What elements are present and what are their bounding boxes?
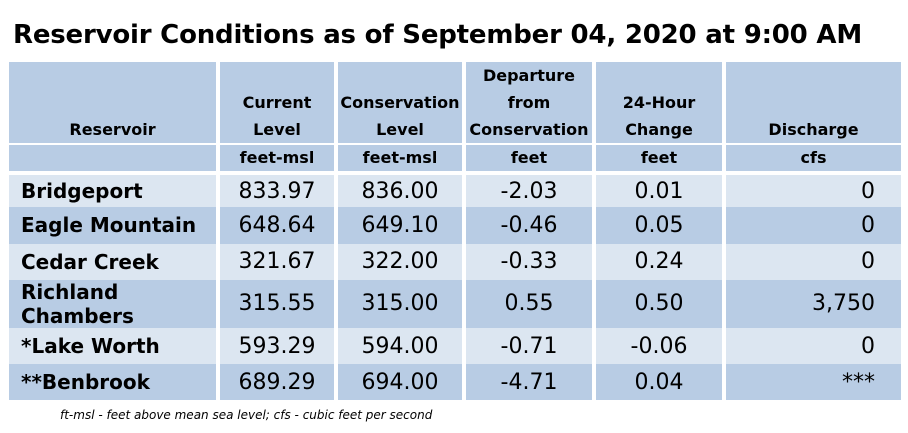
cell-discharge: 0 [726,243,901,280]
header-row: Reservoir Current Level Conservation Level… [9,62,901,143]
cell-departure: -0.71 [466,327,596,365]
table-row: Richland Chambers 315.55 315.00 0.55 0.5… [9,279,901,328]
cell-reservoir-name: Bridgeport [9,171,220,208]
cell-conservation-level: 315.00 [338,279,466,328]
table-row: **Benbrook 689.29 694.00 -4.71 0.04 *** [9,364,901,401]
cell-24hour-change: 0.50 [596,279,726,328]
cell-reservoir-name: Cedar Creek [9,243,220,280]
cell-current-level: 833.97 [220,171,338,208]
column-header-reservoir: Reservoir [9,62,220,143]
table-row: *Lake Worth 593.29 594.00 -0.71 -0.06 0 [9,327,901,365]
reservoir-table: Reservoir Current Level Conservation Level… [9,62,901,401]
unit-reservoir [9,143,220,171]
cell-departure: 0.55 [466,279,596,328]
column-header-conservation-level: Conservation Level [338,62,466,143]
column-header-24hour-change: 24-Hour Change [596,62,726,143]
cell-current-level: 593.29 [220,327,338,365]
table-row: Eagle Mountain 648.64 649.10 -0.46 0.05 … [9,207,901,244]
cell-current-level: 689.29 [220,364,338,401]
cell-discharge: 0 [726,327,901,365]
cell-conservation-level: 836.00 [338,171,466,208]
unit-conservation-level: feet-msl [338,143,466,171]
cell-24hour-change: 0.01 [596,171,726,208]
cell-24hour-change: 0.04 [596,364,726,401]
unit-departure: feet [466,143,596,171]
cell-conservation-level: 322.00 [338,243,466,280]
column-header-discharge: Discharge [726,62,901,143]
cell-discharge: *** [726,364,901,401]
cell-24hour-change: 0.05 [596,207,726,244]
cell-discharge: 0 [726,207,901,244]
cell-24hour-change: -0.06 [596,327,726,365]
cell-reservoir-name: Eagle Mountain [9,207,220,244]
cell-departure: -0.33 [466,243,596,280]
cell-conservation-level: 649.10 [338,207,466,244]
column-header-departure: Departure from Conservation [466,62,596,143]
cell-departure: -0.46 [466,207,596,244]
units-row: feet-msl feet-msl feet feet cfs [9,143,901,171]
page-title: Reservoir Conditions as of September 04,… [13,20,863,50]
cell-conservation-level: 694.00 [338,364,466,401]
cell-conservation-level: 594.00 [338,327,466,365]
cell-departure: -2.03 [466,171,596,208]
unit-discharge: cfs [726,143,901,171]
cell-departure: -4.71 [466,364,596,401]
table-row: Bridgeport 833.97 836.00 -2.03 0.01 0 [9,171,901,208]
unit-24hour-change: feet [596,143,726,171]
cell-current-level: 648.64 [220,207,338,244]
cell-reservoir-name: Richland Chambers [9,279,220,328]
footnote: ft-msl - feet above mean sea level; cfs … [60,408,433,422]
cell-reservoir-name: **Benbrook [9,364,220,401]
cell-discharge: 0 [726,171,901,208]
cell-24hour-change: 0.24 [596,243,726,280]
cell-current-level: 315.55 [220,279,338,328]
column-header-current-level: Current Level [220,62,338,143]
table-row: Cedar Creek 321.67 322.00 -0.33 0.24 0 [9,243,901,280]
cell-reservoir-name: *Lake Worth [9,327,220,365]
cell-discharge: 3,750 [726,279,901,328]
unit-current-level: feet-msl [220,143,338,171]
cell-current-level: 321.67 [220,243,338,280]
